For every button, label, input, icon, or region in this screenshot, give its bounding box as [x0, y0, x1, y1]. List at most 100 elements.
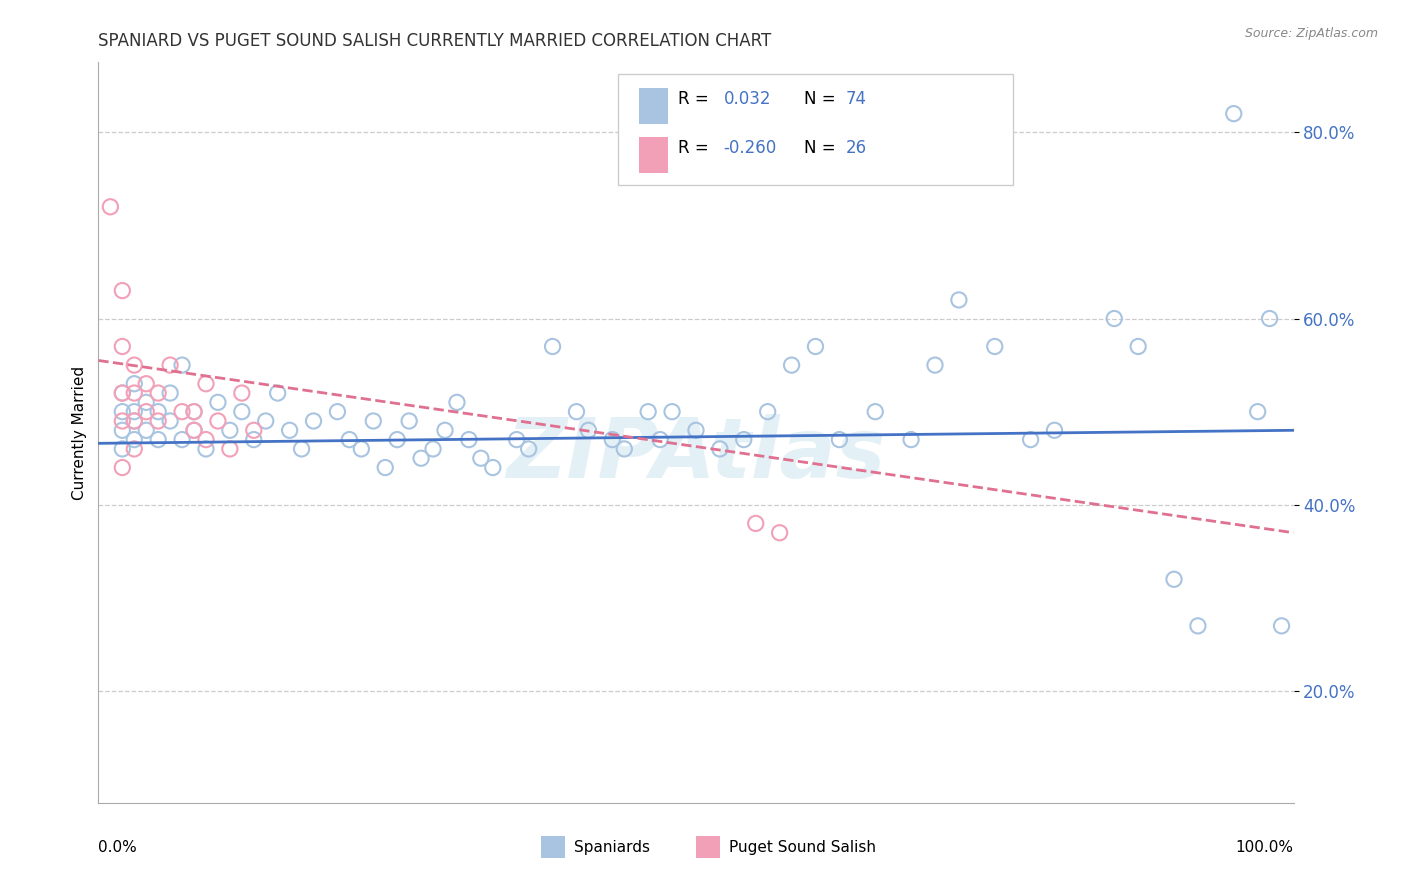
Point	[924, 358, 946, 372]
Point	[446, 395, 468, 409]
Point	[398, 414, 420, 428]
Point	[768, 525, 790, 540]
Point	[1271, 619, 1294, 633]
Point	[183, 423, 205, 437]
Point	[828, 433, 851, 447]
Point	[302, 414, 325, 428]
Point	[1247, 405, 1270, 419]
Point	[326, 405, 349, 419]
Point	[172, 358, 194, 372]
Point	[111, 405, 134, 419]
Point	[159, 358, 181, 372]
Point	[183, 405, 205, 419]
Point	[195, 376, 218, 391]
Text: R =: R =	[678, 90, 714, 108]
Point	[111, 284, 134, 298]
Text: 0.032: 0.032	[724, 90, 770, 108]
Point	[172, 405, 194, 419]
Point	[422, 442, 444, 456]
Point	[948, 293, 970, 307]
Point	[159, 414, 181, 428]
Text: Spaniards: Spaniards	[574, 839, 650, 855]
Point	[756, 405, 779, 419]
Point	[984, 339, 1007, 353]
Point	[254, 414, 277, 428]
Point	[231, 405, 253, 419]
Point	[685, 423, 707, 437]
Point	[481, 460, 505, 475]
Point	[135, 376, 157, 391]
Text: 26: 26	[845, 139, 866, 157]
Point	[1163, 572, 1185, 586]
Point	[374, 460, 396, 475]
Point	[243, 423, 266, 437]
Point	[637, 405, 659, 419]
Point	[434, 423, 457, 437]
Point	[613, 442, 636, 456]
Point	[124, 414, 146, 428]
Point	[411, 451, 433, 466]
Point	[506, 433, 529, 447]
Point	[195, 433, 218, 447]
Point	[733, 433, 755, 447]
Bar	[638, 137, 668, 173]
Text: Puget Sound Salish: Puget Sound Salish	[730, 839, 876, 855]
Point	[111, 386, 134, 401]
Text: N =: N =	[804, 90, 841, 108]
Point	[243, 433, 266, 447]
Point	[565, 405, 588, 419]
Point	[745, 516, 768, 531]
Text: Source: ZipAtlas.com: Source: ZipAtlas.com	[1244, 27, 1378, 40]
Point	[470, 451, 492, 466]
FancyBboxPatch shape	[619, 73, 1012, 185]
Point	[183, 405, 205, 419]
Point	[124, 405, 146, 419]
Point	[1128, 339, 1150, 353]
Point	[148, 386, 170, 401]
Point	[111, 460, 134, 475]
Bar	[541, 836, 565, 858]
Point	[231, 386, 253, 401]
Text: 0.0%: 0.0%	[98, 840, 138, 855]
Point	[648, 433, 672, 447]
Point	[124, 358, 146, 372]
Point	[148, 405, 170, 419]
Text: -0.260: -0.260	[724, 139, 776, 157]
Y-axis label: Currently Married: Currently Married	[72, 366, 87, 500]
Point	[900, 433, 922, 447]
Point	[350, 442, 373, 456]
Point	[1104, 311, 1126, 326]
Point	[602, 433, 624, 447]
Point	[385, 433, 409, 447]
Point	[124, 376, 146, 391]
Point	[135, 405, 157, 419]
Point	[339, 433, 361, 447]
Point	[124, 386, 146, 401]
Text: 100.0%: 100.0%	[1236, 840, 1294, 855]
Point	[195, 442, 218, 456]
Point	[661, 405, 683, 419]
Point	[363, 414, 385, 428]
Point	[148, 433, 170, 447]
Text: SPANIARD VS PUGET SOUND SALISH CURRENTLY MARRIED CORRELATION CHART: SPANIARD VS PUGET SOUND SALISH CURRENTLY…	[98, 32, 772, 50]
Point	[291, 442, 314, 456]
Point	[780, 358, 803, 372]
Point	[1223, 106, 1246, 120]
Point	[207, 414, 229, 428]
Point	[111, 414, 134, 428]
Point	[183, 423, 205, 437]
Point	[267, 386, 290, 401]
Text: ZIPAtlas: ZIPAtlas	[506, 414, 886, 495]
Point	[159, 386, 181, 401]
Point	[1187, 619, 1209, 633]
Point	[124, 442, 146, 456]
Point	[172, 433, 194, 447]
Bar	[696, 836, 720, 858]
Bar	[638, 88, 668, 124]
Point	[135, 423, 157, 437]
Text: N =: N =	[804, 139, 841, 157]
Point	[1258, 311, 1281, 326]
Point	[804, 339, 827, 353]
Point	[111, 423, 134, 437]
Point	[1019, 433, 1042, 447]
